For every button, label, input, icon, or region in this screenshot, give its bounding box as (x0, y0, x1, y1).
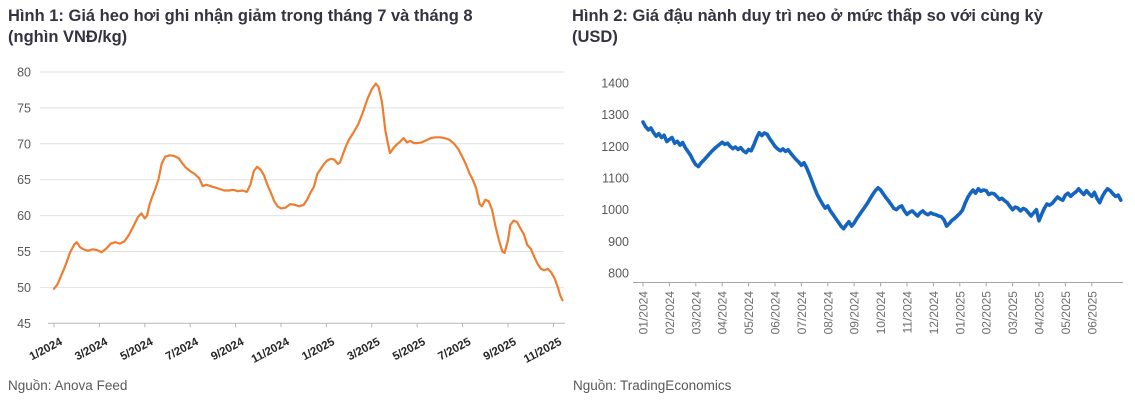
y-tick-label: 50 (17, 281, 31, 295)
x-tick-label: 06/2025 (1085, 291, 1099, 335)
y-tick-label: 45 (17, 317, 31, 331)
figure1-panel: Hình 1: Giá heo hơi ghi nhận giảm trong … (0, 0, 567, 405)
x-tick-label: 05/2024 (742, 291, 756, 335)
y-tick-label: 60 (17, 209, 31, 223)
x-tick-label: 1/2024 (28, 336, 65, 363)
x-tick-label: 07/2024 (795, 291, 809, 335)
x-tick-label: 11/2024 (250, 336, 292, 366)
x-tick-label: 04/2024 (716, 291, 730, 335)
x-tick-label: 5/2024 (119, 336, 156, 363)
x-tick-label: 01/2024 (637, 291, 651, 335)
x-tick-label: 06/2024 (769, 291, 783, 335)
x-tick-label: 12/2024 (927, 291, 941, 335)
x-tick-label: 11/2024 (901, 291, 915, 334)
y-tick-label: 80 (17, 66, 31, 80)
y-tick-label: 75 (17, 101, 31, 115)
figure2-title: Hình 2: Giá đậu nành duy trì neo ở mức t… (572, 6, 1117, 48)
x-tick-label: 9/2025 (482, 336, 519, 363)
x-tick-label: 3/2025 (346, 336, 383, 363)
x-tick-label: 3/2024 (73, 336, 110, 363)
series-line-chart1 (52, 82, 564, 302)
y-tick-label: 55 (17, 245, 31, 259)
x-tick-label: 09/2024 (848, 291, 862, 335)
x-tick-label: 5/2025 (391, 336, 428, 363)
figure2-panel: Hình 2: Giá đậu nành duy trì neo ở mức t… (567, 0, 1135, 405)
y-tick-label: 900 (608, 235, 629, 249)
x-tick-label: 01/2025 (953, 291, 967, 335)
x-tick-label: 02/2025 (980, 291, 994, 335)
figure1-title-line2: (nghìn VNĐ/kg) (8, 28, 128, 46)
figure2-source: Nguồn: TradingEconomics (573, 378, 732, 393)
y-tick-label: 1200 (601, 140, 629, 154)
x-tick-label: 11/2025 (522, 336, 564, 366)
x-tick-label: 05/2025 (1059, 291, 1073, 335)
x-tick-label: 03/2025 (1006, 291, 1020, 335)
y-tick-label: 1000 (601, 203, 629, 217)
y-tick-label: 1300 (601, 108, 629, 122)
figure1-title-line1: Hình 1: Giá heo hơi ghi nhận giảm trong … (8, 7, 473, 25)
figure2-title-line1: Hình 2: Giá đậu nành duy trì neo ở mức t… (572, 7, 1043, 25)
y-tick-label: 1400 (601, 77, 629, 91)
x-tick-label: 08/2024 (821, 291, 835, 335)
x-tick-label: 1/2025 (300, 336, 337, 363)
y-tick-label: 800 (608, 267, 629, 281)
figure1-source: Nguồn: Anova Feed (8, 378, 128, 393)
figure1-title: Hình 1: Giá heo hơi ghi nhận giảm trong … (8, 6, 563, 48)
x-tick-label: 10/2024 (874, 291, 888, 335)
figure1-line-chart: 45 50 55 60 65 70 75 80 1/2024 3/2024 5/2024 7/2024… (17, 66, 565, 366)
y-tick-label: 1100 (602, 172, 629, 186)
y-tick-label: 70 (17, 137, 31, 151)
x-tick-label: 03/2024 (689, 291, 703, 335)
x-tick-label: 02/2024 (663, 291, 677, 335)
x-tick-label: 7/2024 (164, 336, 201, 363)
figure2-line-chart: 800 900 1000 1100 1200 1300 1400 01/2024 02/2024… (601, 77, 1123, 335)
series-line-chart2 (641, 120, 1123, 231)
x-tick-label: 9/2024 (209, 336, 246, 363)
x-tick-label: 04/2025 (1033, 291, 1047, 335)
figure2-title-line2: (USD) (572, 28, 618, 46)
y-tick-label: 65 (17, 173, 31, 187)
x-tick-label: 7/2025 (436, 336, 473, 363)
